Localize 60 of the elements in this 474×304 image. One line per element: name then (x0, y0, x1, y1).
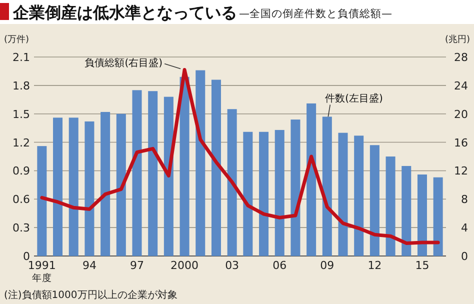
x-axis-title: 年度 (32, 272, 52, 284)
bar (84, 121, 94, 256)
chart-subtitle: —全国の倒産件数と負債総額— (239, 7, 392, 20)
bar (100, 112, 110, 256)
y-tick-label: 2.1 (12, 51, 30, 64)
x-tick-label: 97 (130, 259, 144, 272)
bar (259, 132, 269, 256)
line-series (40, 68, 440, 245)
y-axis-title: (万件) (4, 34, 30, 45)
bar (386, 156, 396, 256)
x-tick-label: 1991 (28, 259, 56, 272)
x-tick-label: 09 (320, 259, 334, 272)
bar (306, 103, 316, 256)
y2-tick-label: 4 (461, 222, 468, 235)
bar (322, 116, 332, 256)
bar (402, 166, 412, 256)
text: 負債総額(右目盛) (84, 56, 163, 69)
bar (68, 118, 78, 256)
x-tick-label: 06 (272, 259, 287, 272)
bar (116, 114, 126, 256)
y2-tick-label: 12 (454, 164, 468, 178)
y2-tick-label: 16 (454, 136, 468, 150)
y2-tick-label: 0 (461, 250, 468, 263)
x-tick-label: 12 (368, 259, 382, 272)
text: (注)負債額1000万円以上の企業が対象 (4, 289, 178, 301)
chart-title: 企業倒産は低水準となっている (12, 3, 237, 22)
bar (290, 120, 300, 256)
bar (37, 146, 47, 256)
bar (227, 109, 237, 256)
y2-tick-label: 8 (461, 193, 468, 206)
bar (417, 174, 427, 256)
x-tick-label: 03 (225, 259, 240, 272)
bar (211, 80, 221, 256)
y-tick-label: 0.6 (12, 193, 30, 206)
y-tick-label: 0.9 (12, 164, 30, 178)
bar (132, 90, 142, 256)
bar (370, 145, 380, 256)
y2-tick-label: 28 (454, 51, 468, 64)
bar (53, 118, 63, 256)
bar (243, 132, 253, 256)
y-tick-label: 0 (23, 250, 30, 263)
y2-tick-label: 24 (454, 79, 468, 92)
series-label: 件数(左目盛) (325, 92, 384, 105)
bar (196, 70, 206, 256)
bar (148, 91, 158, 256)
y-tick-label: 1.5 (12, 108, 30, 121)
y-tick-label: 1.2 (12, 136, 30, 150)
y2-tick-label: 20 (454, 108, 468, 121)
x-tick-label: 2000 (170, 259, 199, 272)
x-tick-label: 94 (82, 259, 96, 272)
bar (180, 76, 190, 256)
bar (274, 130, 284, 256)
bar (354, 136, 364, 256)
y-tick-label: 1.8 (12, 79, 30, 92)
bar (338, 132, 348, 256)
bar (164, 96, 174, 256)
x-tick-label: 15 (415, 259, 430, 272)
bar (433, 177, 443, 256)
y2-axis-title: (兆円) (444, 34, 470, 45)
y-tick-label: 0.3 (12, 222, 30, 235)
